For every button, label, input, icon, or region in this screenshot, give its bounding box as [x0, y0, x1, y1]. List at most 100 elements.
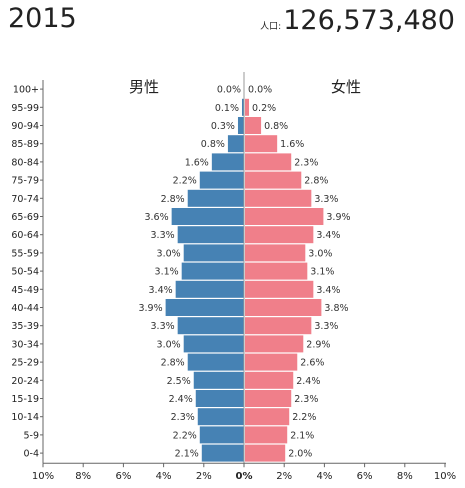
- female-bar: [245, 189, 312, 207]
- female-bar: [245, 408, 290, 426]
- female-value-label: 3.1%: [310, 267, 334, 278]
- male-value-label: 2.4%: [169, 394, 193, 405]
- male-bar: [165, 299, 244, 316]
- female-value-label: 2.0%: [288, 449, 312, 460]
- male-bar: [177, 226, 244, 244]
- female-bar: [245, 117, 262, 134]
- male-value-label: 3.3%: [151, 230, 175, 241]
- male-bar: [175, 280, 244, 298]
- female-bar: [245, 208, 324, 225]
- female-value-label: 1.6%: [280, 139, 304, 150]
- age-group-label: 0-4: [23, 449, 39, 460]
- age-group-label: 65-69: [11, 212, 39, 223]
- male-value-label: 3.6%: [144, 212, 168, 223]
- female-bar: [245, 226, 314, 244]
- female-value-label: 2.3%: [294, 394, 318, 405]
- male-bar: [199, 171, 244, 189]
- male-value-label: 2.8%: [161, 358, 185, 369]
- male-bar: [227, 135, 244, 153]
- male-bar: [181, 262, 244, 280]
- female-value-label: 3.4%: [316, 230, 340, 241]
- age-group-label: 20-24: [11, 376, 39, 387]
- male-value-label: 3.0%: [157, 339, 181, 350]
- axes-group: 100+ 95-99 90-94 85-89 80-84 75-79 70-74 65-69 6…: [11, 72, 456, 482]
- female-value-label: 3.8%: [324, 303, 348, 314]
- male-legend-label: 男性: [129, 78, 159, 96]
- female-bar: [245, 317, 312, 335]
- male-bar: [183, 244, 244, 262]
- age-group-label: 10-14: [11, 412, 39, 423]
- female-bar: [245, 444, 286, 462]
- male-value-label: 3.9%: [138, 303, 162, 314]
- female-value-label: 0.0%: [248, 85, 272, 96]
- age-group-label: 80-84: [11, 157, 39, 168]
- male-bar: [237, 117, 244, 134]
- x-tick-label: 8%: [397, 471, 413, 482]
- x-tick-label: 4%: [316, 471, 332, 482]
- female-value-label: 3.3%: [314, 321, 338, 332]
- age-group-label: 75-79: [11, 176, 39, 187]
- x-tick-label: 2%: [276, 471, 292, 482]
- age-group-label: 70-74: [11, 194, 39, 205]
- age-group-label: 50-54: [11, 267, 39, 278]
- female-bar: [245, 171, 302, 189]
- male-value-label: 3.0%: [157, 248, 181, 259]
- x-tick-label: 2%: [196, 471, 212, 482]
- female-value-label: 2.3%: [294, 157, 318, 168]
- male-bar: [183, 335, 244, 353]
- x-tick-label: 8%: [75, 471, 91, 482]
- female-value-label: 0.8%: [264, 121, 288, 132]
- male-value-label: 3.1%: [155, 267, 179, 278]
- bar-group: 0.0% 0.0% 0.1% 0.2% 0.3% 0.8% 0.8% 1.6% 1.6% 2.3%…: [138, 85, 351, 462]
- age-group-label: 35-39: [11, 321, 39, 332]
- x-tick-label: 0%: [236, 471, 253, 482]
- female-bar: [245, 299, 322, 316]
- age-group-label: 60-64: [11, 230, 39, 241]
- female-value-label: 2.1%: [290, 430, 314, 441]
- male-bar: [187, 189, 244, 207]
- age-group-label: 85-89: [11, 139, 39, 150]
- age-group-label: 95-99: [11, 103, 39, 114]
- age-group-label: 90-94: [11, 121, 39, 132]
- female-legend-label: 女性: [331, 78, 361, 96]
- male-value-label: 2.8%: [161, 194, 185, 205]
- female-bar: [245, 353, 298, 371]
- female-value-label: 3.3%: [314, 194, 338, 205]
- male-bar: [187, 353, 244, 371]
- male-value-label: 0.3%: [211, 121, 235, 132]
- male-bar: [177, 317, 244, 335]
- age-group-label: 55-59: [11, 248, 39, 259]
- age-group-label: 30-34: [11, 339, 39, 350]
- male-bar: [241, 98, 244, 116]
- x-tick-label: 6%: [115, 471, 131, 482]
- year-label: 2015: [8, 3, 77, 34]
- female-value-label: 0.2%: [252, 103, 276, 114]
- female-value-label: 3.9%: [326, 212, 350, 223]
- male-bar: [211, 153, 244, 171]
- x-tick-label: 10%: [32, 471, 54, 482]
- age-group-label: 25-29: [11, 358, 39, 369]
- female-bar: [245, 280, 314, 298]
- age-group-label: 100+: [13, 85, 39, 96]
- female-value-label: 2.8%: [304, 176, 328, 187]
- female-value-label: 2.6%: [300, 358, 324, 369]
- male-value-label: 2.1%: [175, 449, 199, 460]
- female-bar: [245, 98, 250, 116]
- female-bar: [245, 426, 288, 444]
- male-bar: [195, 390, 244, 407]
- female-bar: [245, 390, 292, 407]
- male-bar: [193, 371, 244, 389]
- x-tick-label: 6%: [357, 471, 373, 482]
- female-bar: [245, 135, 278, 153]
- female-bar: [245, 244, 306, 262]
- age-group-label: 5-9: [23, 430, 39, 441]
- male-value-label: 3.3%: [151, 321, 175, 332]
- population-readout: 人口:126,573,480: [260, 4, 455, 44]
- age-group-label: 45-49: [11, 285, 39, 296]
- female-value-label: 3.0%: [308, 248, 332, 259]
- male-bar: [201, 444, 244, 462]
- age-group-label: 15-19: [11, 394, 39, 405]
- population-label: 人口:: [260, 22, 282, 32]
- male-value-label: 2.2%: [173, 176, 197, 187]
- male-value-label: 2.5%: [167, 376, 191, 387]
